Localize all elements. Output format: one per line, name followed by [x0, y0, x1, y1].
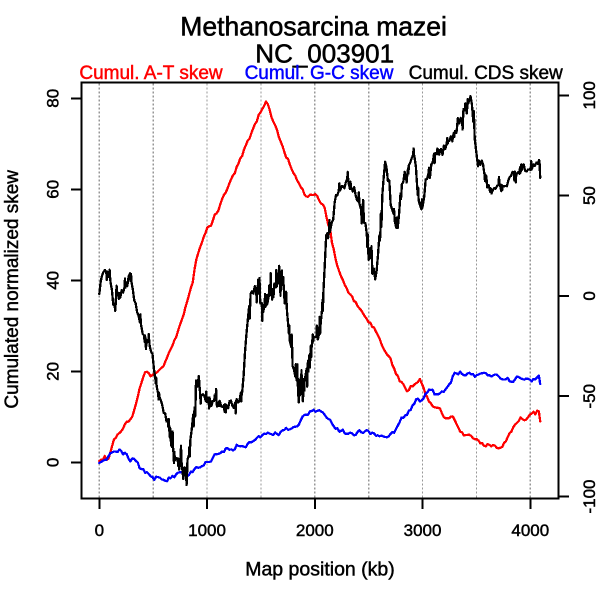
- svg-text:50: 50: [580, 186, 599, 205]
- svg-text:Cumul. G-C skew: Cumul. G-C skew: [245, 63, 394, 84]
- svg-text:2000: 2000: [296, 521, 334, 540]
- svg-text:Cumul. CDS skew: Cumul. CDS skew: [409, 63, 563, 84]
- svg-text:0: 0: [95, 521, 104, 540]
- svg-text:60: 60: [44, 180, 63, 199]
- svg-text:80: 80: [44, 89, 63, 108]
- svg-text:0: 0: [44, 458, 63, 467]
- svg-text:-50: -50: [580, 384, 599, 409]
- svg-text:100: 100: [580, 81, 599, 109]
- svg-text:-100: -100: [580, 479, 599, 513]
- svg-text:20: 20: [44, 362, 63, 381]
- svg-text:40: 40: [44, 271, 63, 290]
- svg-text:Methanosarcina mazei: Methanosarcina mazei: [180, 12, 447, 42]
- svg-text:Cumulated normalized skew: Cumulated normalized skew: [2, 170, 23, 409]
- svg-text:4000: 4000: [511, 521, 549, 540]
- svg-text:Map position (kb): Map position (kb): [245, 559, 395, 581]
- svg-text:1000: 1000: [188, 521, 226, 540]
- svg-text:0: 0: [580, 291, 599, 300]
- svg-text:NC_003901: NC_003901: [255, 39, 394, 69]
- svg-text:Cumul. A-T skew: Cumul. A-T skew: [79, 63, 223, 84]
- svg-text:3000: 3000: [404, 521, 442, 540]
